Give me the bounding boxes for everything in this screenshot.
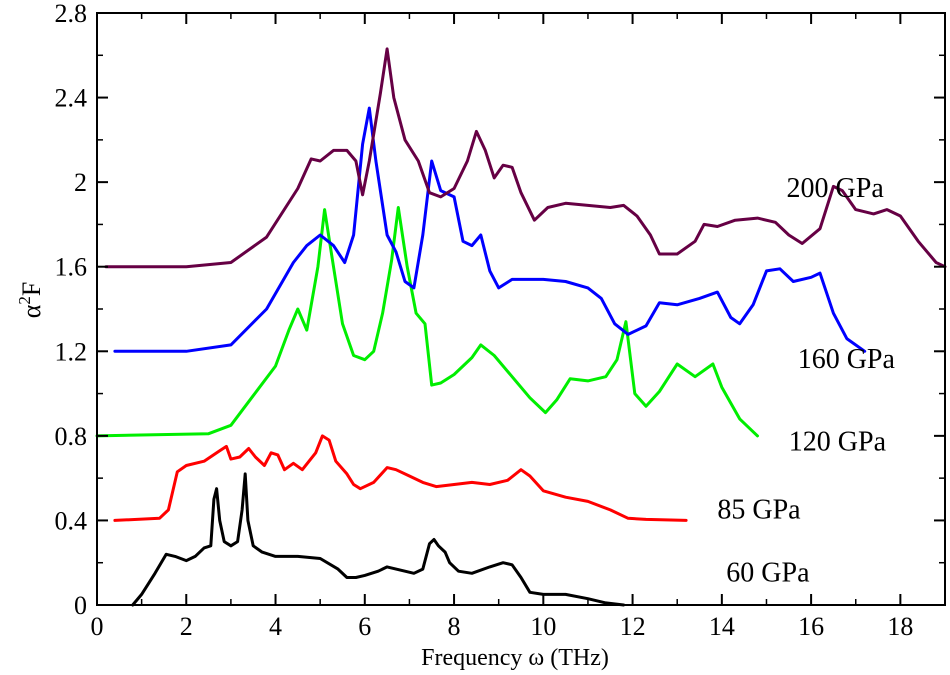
series-line-160-gpa [113,106,867,353]
y-tick-label: 0.8 [55,422,88,451]
ticks [96,12,945,606]
plot-lines [95,47,947,607]
y-axis-label-tail: F [17,282,46,296]
x-tick-labels: 0 2 4 6 8 10 12 14 16 18 [91,612,914,641]
series-label-160-gpa: 160 GPa [798,344,896,375]
x-tick-label: 16 [798,612,824,641]
y-axis-label-base: α [17,304,46,318]
series-line-60-gpa [131,472,626,607]
series-label-120-gpa: 120 GPa [789,427,887,458]
y-tick-labels: 0 0.4 0.8 1.2 1.6 2 2.4 2.8 [55,0,88,620]
x-tick-label: 18 [887,612,913,641]
x-axis-label: Frequency ω (THz) [421,645,609,671]
y-axis-label: α2F [15,282,46,319]
series-label-200-gpa: 200 GPa [787,173,885,204]
x-tick-label: 4 [269,612,282,641]
y-tick-label: 1.2 [55,337,88,366]
y-tick-label: 2 [74,168,87,197]
y-tick-label: 1.6 [55,253,88,282]
y-tick-label: 0 [74,591,87,620]
series-line-85-gpa [113,434,688,522]
y-tick-label: 0.4 [55,506,88,535]
y-axis-label-sup: 2 [15,296,34,305]
series-line-120-gpa [95,206,759,438]
x-tick-label: 0 [91,612,104,641]
x-tick-label: 2 [180,612,193,641]
y-tick-label: 2.4 [55,84,88,113]
series-label-60-gpa: 60 GPa [726,558,810,589]
x-tick-label: 14 [709,612,735,641]
x-tick-label: 12 [620,612,646,641]
y-tick-label: 2.8 [55,0,88,28]
series-line-200-gpa [104,47,947,269]
plot-frame [96,12,946,606]
x-tick-label: 10 [530,612,556,641]
series-labels: 60 GPa 85 GPa 120 GPa 160 GPa 200 GPa [717,173,895,589]
x-tick-label: 6 [358,612,371,641]
series-label-85-gpa: 85 GPa [717,494,801,525]
x-tick-label: 8 [448,612,461,641]
